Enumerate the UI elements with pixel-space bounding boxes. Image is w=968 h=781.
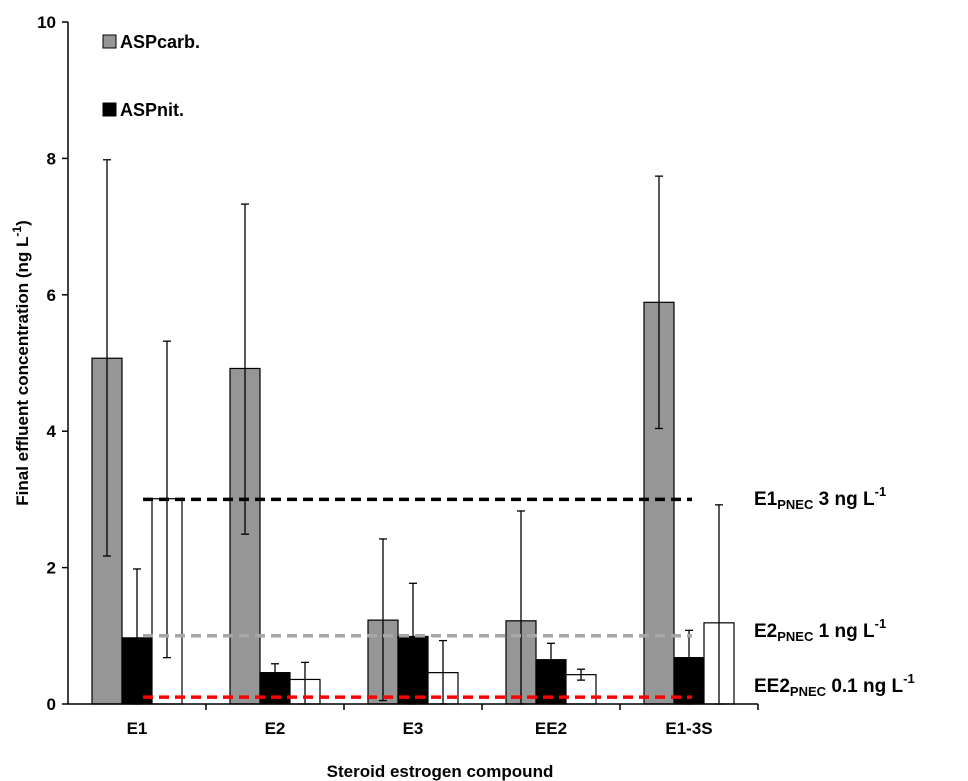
threshold-label-sup: -1 bbox=[875, 616, 887, 631]
legend: ASPcarb. ASPnit. bbox=[102, 32, 200, 120]
threshold-label-sup: -1 bbox=[875, 484, 887, 499]
legend-swatch bbox=[102, 34, 117, 49]
x-axis-title: Steroid estrogen compound bbox=[327, 762, 554, 781]
x-tick-label: E1 bbox=[127, 719, 148, 738]
threshold-label: EE2PNEC 0.1 ng L-1 bbox=[754, 671, 915, 699]
legend-label: ASPnit. bbox=[120, 100, 184, 120]
threshold-label: E2PNEC 1 ng L-1 bbox=[754, 616, 886, 644]
y-axis-title-sup: -1 bbox=[10, 226, 24, 237]
threshold-label-value: 3 ng L bbox=[813, 489, 875, 510]
threshold-label-main: EE2 bbox=[754, 676, 790, 697]
y-tick-label: 6 bbox=[47, 286, 56, 305]
threshold-label-sup: -1 bbox=[903, 671, 915, 686]
threshold-label-main: E1 bbox=[754, 489, 778, 510]
y-axis-title-tail: ) bbox=[13, 220, 32, 226]
y-axis-title-main: Final effluent concentration (ng L bbox=[13, 237, 32, 506]
x-tick-label: EE2 bbox=[535, 719, 567, 738]
error-bars bbox=[103, 159, 723, 705]
x-tick-label: E2 bbox=[265, 719, 286, 738]
legend-label: ASPcarb. bbox=[120, 32, 200, 52]
threshold-label-sub: PNEC bbox=[777, 629, 814, 644]
threshold-label-value: 1 ng L bbox=[813, 621, 875, 642]
threshold-lines bbox=[143, 497, 692, 699]
x-tick-label: E3 bbox=[403, 719, 424, 738]
y-axis-title: Final effluent concentration (ng L-1) bbox=[10, 220, 32, 506]
y-tick-label: 10 bbox=[37, 13, 56, 32]
threshold-label-main: E2 bbox=[754, 621, 777, 642]
y-tick-label: 0 bbox=[47, 695, 56, 714]
threshold-label-sub: PNEC bbox=[777, 497, 814, 512]
axes bbox=[67, 22, 758, 705]
y-axis-ticks: 0 2 4 6 8 10 bbox=[37, 13, 68, 714]
threshold-label-sub: PNEC bbox=[790, 684, 827, 699]
x-tick-labels: E1 E2 E3 EE2 E1-3S bbox=[127, 704, 759, 738]
legend-swatch bbox=[102, 102, 117, 117]
y-tick-label: 2 bbox=[47, 559, 56, 578]
y-tick-label: 8 bbox=[47, 149, 56, 168]
threshold-label: E1PNEC 3 ng L-1 bbox=[754, 484, 886, 512]
x-tick-label: E1-3S bbox=[665, 719, 712, 738]
y-tick-label: 4 bbox=[47, 422, 57, 441]
threshold-label-value: 0.1 ng L bbox=[826, 676, 903, 697]
